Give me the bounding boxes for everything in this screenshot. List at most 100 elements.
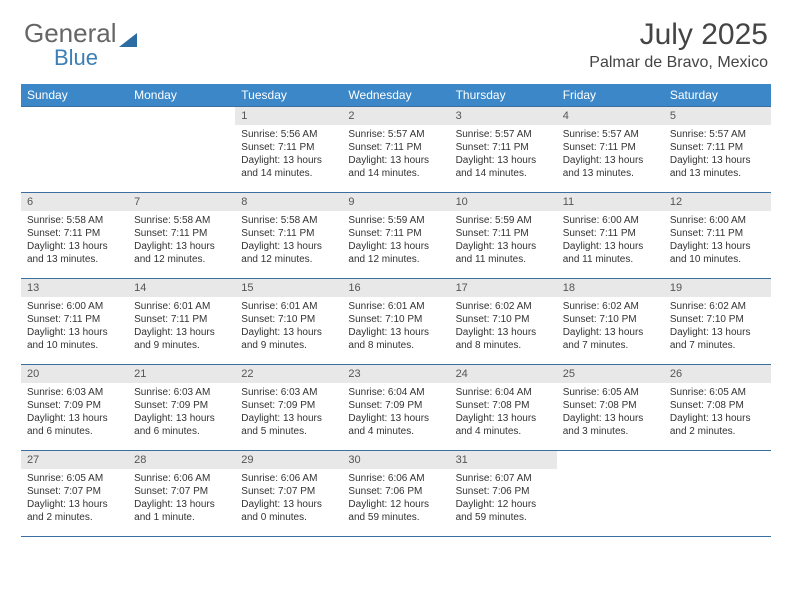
calendar-day-cell: 15Sunrise: 6:01 AMSunset: 7:10 PMDayligh… (235, 279, 342, 365)
day-details: Sunrise: 6:05 AMSunset: 7:08 PMDaylight:… (664, 383, 771, 440)
day-details: Sunrise: 6:06 AMSunset: 7:07 PMDaylight:… (128, 469, 235, 526)
calendar-day-cell: 21Sunrise: 6:03 AMSunset: 7:09 PMDayligh… (128, 365, 235, 451)
day-details: Sunrise: 6:05 AMSunset: 7:07 PMDaylight:… (21, 469, 128, 526)
calendar-day-cell: 8Sunrise: 5:58 AMSunset: 7:11 PMDaylight… (235, 193, 342, 279)
calendar-day-cell: 17Sunrise: 6:02 AMSunset: 7:10 PMDayligh… (450, 279, 557, 365)
day-details: Sunrise: 5:58 AMSunset: 7:11 PMDaylight:… (128, 211, 235, 268)
day-number: 22 (235, 365, 342, 383)
calendar-day-cell: 24Sunrise: 6:04 AMSunset: 7:08 PMDayligh… (450, 365, 557, 451)
day-details: Sunrise: 6:00 AMSunset: 7:11 PMDaylight:… (21, 297, 128, 354)
day-number: 20 (21, 365, 128, 383)
calendar-day-cell: 10Sunrise: 5:59 AMSunset: 7:11 PMDayligh… (450, 193, 557, 279)
calendar-empty-cell (664, 451, 771, 537)
day-number: 21 (128, 365, 235, 383)
calendar-week-row: 20Sunrise: 6:03 AMSunset: 7:09 PMDayligh… (21, 365, 771, 451)
day-details: Sunrise: 5:58 AMSunset: 7:11 PMDaylight:… (21, 211, 128, 268)
calendar-day-cell: 2Sunrise: 5:57 AMSunset: 7:11 PMDaylight… (342, 107, 449, 193)
day-details: Sunrise: 6:01 AMSunset: 7:10 PMDaylight:… (235, 297, 342, 354)
day-details: Sunrise: 6:03 AMSunset: 7:09 PMDaylight:… (235, 383, 342, 440)
day-details: Sunrise: 6:00 AMSunset: 7:11 PMDaylight:… (664, 211, 771, 268)
day-number: 6 (21, 193, 128, 211)
logo-text-blue: Blue (54, 45, 98, 71)
calendar-day-cell: 4Sunrise: 5:57 AMSunset: 7:11 PMDaylight… (557, 107, 664, 193)
header: General Blue July 2025 Palmar de Bravo, … (0, 0, 792, 80)
calendar-week-row: 13Sunrise: 6:00 AMSunset: 7:11 PMDayligh… (21, 279, 771, 365)
day-details: Sunrise: 6:05 AMSunset: 7:08 PMDaylight:… (557, 383, 664, 440)
day-number: 19 (664, 279, 771, 297)
calendar-day-cell: 27Sunrise: 6:05 AMSunset: 7:07 PMDayligh… (21, 451, 128, 537)
title-block: July 2025 Palmar de Bravo, Mexico (589, 18, 768, 72)
calendar-day-cell: 23Sunrise: 6:04 AMSunset: 7:09 PMDayligh… (342, 365, 449, 451)
weekday-header: Tuesday (235, 84, 342, 107)
calendar-day-cell: 16Sunrise: 6:01 AMSunset: 7:10 PMDayligh… (342, 279, 449, 365)
day-details: Sunrise: 6:01 AMSunset: 7:10 PMDaylight:… (342, 297, 449, 354)
day-details: Sunrise: 6:03 AMSunset: 7:09 PMDaylight:… (128, 383, 235, 440)
calendar-week-row: 1Sunrise: 5:56 AMSunset: 7:11 PMDaylight… (21, 107, 771, 193)
calendar-day-cell: 3Sunrise: 5:57 AMSunset: 7:11 PMDaylight… (450, 107, 557, 193)
calendar-header-row: SundayMondayTuesdayWednesdayThursdayFrid… (21, 84, 771, 107)
calendar-day-cell: 29Sunrise: 6:06 AMSunset: 7:07 PMDayligh… (235, 451, 342, 537)
day-number: 27 (21, 451, 128, 469)
weekday-header: Thursday (450, 84, 557, 107)
day-details: Sunrise: 5:59 AMSunset: 7:11 PMDaylight:… (342, 211, 449, 268)
calendar-day-cell: 6Sunrise: 5:58 AMSunset: 7:11 PMDaylight… (21, 193, 128, 279)
day-number: 26 (664, 365, 771, 383)
day-number: 8 (235, 193, 342, 211)
day-details: Sunrise: 5:58 AMSunset: 7:11 PMDaylight:… (235, 211, 342, 268)
calendar-day-cell: 11Sunrise: 6:00 AMSunset: 7:11 PMDayligh… (557, 193, 664, 279)
logo: General Blue (24, 18, 137, 71)
day-details: Sunrise: 6:06 AMSunset: 7:07 PMDaylight:… (235, 469, 342, 526)
calendar-day-cell: 22Sunrise: 6:03 AMSunset: 7:09 PMDayligh… (235, 365, 342, 451)
calendar-week-row: 27Sunrise: 6:05 AMSunset: 7:07 PMDayligh… (21, 451, 771, 537)
day-details: Sunrise: 6:02 AMSunset: 7:10 PMDaylight:… (557, 297, 664, 354)
calendar-day-cell: 18Sunrise: 6:02 AMSunset: 7:10 PMDayligh… (557, 279, 664, 365)
day-details: Sunrise: 5:56 AMSunset: 7:11 PMDaylight:… (235, 125, 342, 182)
day-number: 15 (235, 279, 342, 297)
day-number: 7 (128, 193, 235, 211)
day-number: 10 (450, 193, 557, 211)
calendar-day-cell: 30Sunrise: 6:06 AMSunset: 7:06 PMDayligh… (342, 451, 449, 537)
logo-sail-icon (119, 33, 137, 47)
day-number: 1 (235, 107, 342, 125)
weekday-header: Sunday (21, 84, 128, 107)
day-details: Sunrise: 6:06 AMSunset: 7:06 PMDaylight:… (342, 469, 449, 526)
day-details: Sunrise: 6:04 AMSunset: 7:09 PMDaylight:… (342, 383, 449, 440)
weekday-header: Monday (128, 84, 235, 107)
day-details: Sunrise: 5:57 AMSunset: 7:11 PMDaylight:… (557, 125, 664, 182)
day-number: 23 (342, 365, 449, 383)
calendar-empty-cell (557, 451, 664, 537)
title-month: July 2025 (589, 18, 768, 52)
day-number: 17 (450, 279, 557, 297)
calendar-empty-cell (21, 107, 128, 193)
day-details: Sunrise: 6:00 AMSunset: 7:11 PMDaylight:… (557, 211, 664, 268)
calendar-table: SundayMondayTuesdayWednesdayThursdayFrid… (21, 84, 771, 537)
calendar-day-cell: 1Sunrise: 5:56 AMSunset: 7:11 PMDaylight… (235, 107, 342, 193)
weekday-header: Saturday (664, 84, 771, 107)
calendar-day-cell: 25Sunrise: 6:05 AMSunset: 7:08 PMDayligh… (557, 365, 664, 451)
day-details: Sunrise: 5:59 AMSunset: 7:11 PMDaylight:… (450, 211, 557, 268)
calendar-day-cell: 19Sunrise: 6:02 AMSunset: 7:10 PMDayligh… (664, 279, 771, 365)
day-number: 2 (342, 107, 449, 125)
title-location: Palmar de Bravo, Mexico (589, 54, 768, 72)
calendar-day-cell: 9Sunrise: 5:59 AMSunset: 7:11 PMDaylight… (342, 193, 449, 279)
weekday-header: Wednesday (342, 84, 449, 107)
calendar-week-row: 6Sunrise: 5:58 AMSunset: 7:11 PMDaylight… (21, 193, 771, 279)
calendar-body: 1Sunrise: 5:56 AMSunset: 7:11 PMDaylight… (21, 107, 771, 537)
day-number: 24 (450, 365, 557, 383)
day-details: Sunrise: 5:57 AMSunset: 7:11 PMDaylight:… (664, 125, 771, 182)
day-number: 16 (342, 279, 449, 297)
day-details: Sunrise: 5:57 AMSunset: 7:11 PMDaylight:… (450, 125, 557, 182)
day-number: 11 (557, 193, 664, 211)
day-number: 3 (450, 107, 557, 125)
day-details: Sunrise: 6:02 AMSunset: 7:10 PMDaylight:… (664, 297, 771, 354)
day-number: 18 (557, 279, 664, 297)
calendar-day-cell: 31Sunrise: 6:07 AMSunset: 7:06 PMDayligh… (450, 451, 557, 537)
calendar-day-cell: 12Sunrise: 6:00 AMSunset: 7:11 PMDayligh… (664, 193, 771, 279)
day-number: 12 (664, 193, 771, 211)
day-number: 29 (235, 451, 342, 469)
day-details: Sunrise: 6:01 AMSunset: 7:11 PMDaylight:… (128, 297, 235, 354)
calendar-day-cell: 14Sunrise: 6:01 AMSunset: 7:11 PMDayligh… (128, 279, 235, 365)
calendar-empty-cell (128, 107, 235, 193)
calendar-day-cell: 20Sunrise: 6:03 AMSunset: 7:09 PMDayligh… (21, 365, 128, 451)
day-number: 13 (21, 279, 128, 297)
